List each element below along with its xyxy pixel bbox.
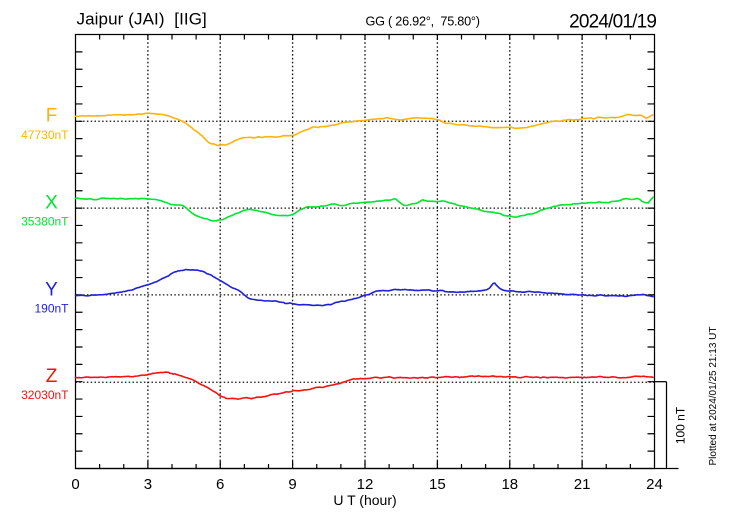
svg-text:24: 24 (646, 476, 663, 493)
svg-text:U T (hour): U T (hour) (333, 492, 396, 508)
svg-text:32030nT: 32030nT (21, 388, 69, 402)
svg-text:2024/01/19: 2024/01/19 (569, 12, 656, 33)
svg-text:Jaipur (JAI) [IIG]: Jaipur (JAI) [IIG] (77, 10, 207, 29)
svg-text:100 nT: 100 nT (674, 406, 688, 444)
svg-text:X: X (45, 193, 58, 214)
svg-text:18: 18 (501, 476, 518, 493)
svg-text:47730nT: 47730nT (21, 128, 69, 142)
svg-text:F: F (46, 106, 58, 127)
svg-text:21: 21 (574, 476, 591, 493)
svg-text:12: 12 (357, 476, 374, 493)
svg-text:Y: Y (45, 279, 58, 300)
svg-text:35380nT: 35380nT (21, 215, 69, 229)
svg-text:GG ( 26.92°, 75.80°): GG ( 26.92°, 75.80°) (366, 14, 480, 28)
svg-text:0: 0 (71, 476, 79, 493)
svg-text:3: 3 (144, 476, 152, 493)
svg-text:9: 9 (288, 476, 296, 493)
svg-text:Plotted at 2024/01/25 21:13 UT: Plotted at 2024/01/25 21:13 UT (708, 327, 719, 466)
svg-text:15: 15 (429, 476, 446, 493)
svg-text:6: 6 (216, 476, 224, 493)
svg-text:Z: Z (46, 366, 58, 387)
svg-text:190nT: 190nT (34, 301, 69, 315)
